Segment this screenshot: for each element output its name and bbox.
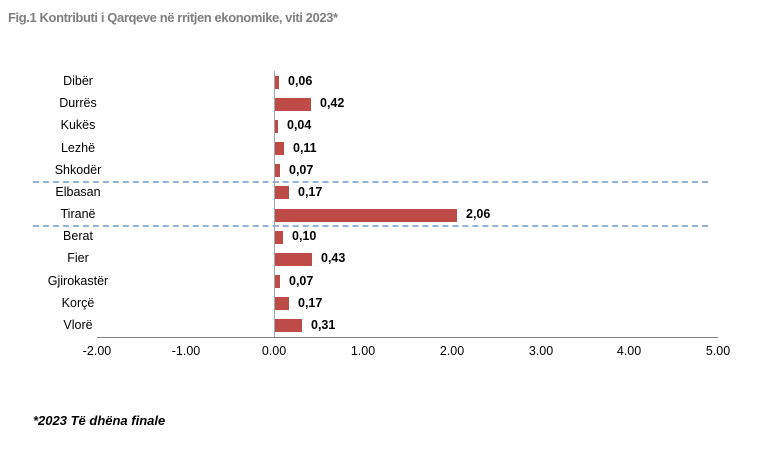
bar [274, 120, 278, 133]
category-label: Korçë [61, 295, 95, 310]
bar [274, 297, 289, 310]
value-label: 0,31 [311, 317, 336, 332]
category-label: Vlorë [63, 317, 93, 332]
value-label: 0,06 [288, 74, 313, 89]
value-label: 0,42 [320, 96, 345, 111]
footnote-text: *2023 Të dhëna finale [33, 413, 166, 428]
bar [274, 253, 312, 266]
category-label: Gjirokastër [47, 273, 109, 288]
group-separator-dashed-line [33, 181, 708, 183]
value-label: 0,07 [289, 273, 314, 288]
bar [274, 231, 283, 244]
value-label: 0,17 [298, 295, 323, 310]
bar [274, 142, 284, 155]
category-label: Berat [63, 229, 93, 244]
category-label: Shkodër [54, 162, 102, 177]
value-label: 0,07 [289, 162, 314, 177]
x-axis-tick-label: 2.00 [439, 344, 465, 358]
bar [274, 275, 280, 288]
value-label: 0,04 [287, 118, 312, 133]
zero-axis-line [274, 71, 275, 337]
group-separator-dashed-line [33, 225, 708, 227]
x-axis-tick-label: 4.00 [616, 344, 642, 358]
value-label: 0,10 [292, 229, 317, 244]
category-label: Durrës [59, 96, 97, 111]
x-axis-tick-label: -2.00 [82, 344, 112, 358]
category-label: Kukës [60, 118, 96, 133]
category-label: Fier [67, 251, 89, 266]
value-label: 0,11 [293, 140, 317, 155]
bar [274, 209, 457, 222]
bar [274, 76, 279, 89]
x-axis-tick-label: 5.00 [705, 344, 731, 358]
bar [274, 98, 311, 111]
x-axis-tick-label: 0.00 [261, 344, 287, 358]
x-axis-line [97, 337, 718, 338]
category-label: Dibër [63, 74, 93, 89]
category-label: Tiranë [60, 207, 96, 222]
x-axis-tick-label: -1.00 [171, 344, 201, 358]
value-label: 0,43 [321, 251, 346, 266]
x-axis-tick-label: 3.00 [528, 344, 554, 358]
category-label: Lezhë [60, 140, 96, 155]
value-label: 2,06 [466, 207, 491, 222]
chart-title: Fig.1 Kontributi i Qarqeve në rritjen ek… [8, 10, 338, 25]
x-axis-tick-label: 1.00 [350, 344, 376, 358]
category-label: Elbasan [55, 184, 101, 199]
bar [274, 186, 289, 199]
value-label: 0,17 [298, 184, 323, 199]
bar [274, 319, 302, 332]
bar [274, 164, 280, 177]
